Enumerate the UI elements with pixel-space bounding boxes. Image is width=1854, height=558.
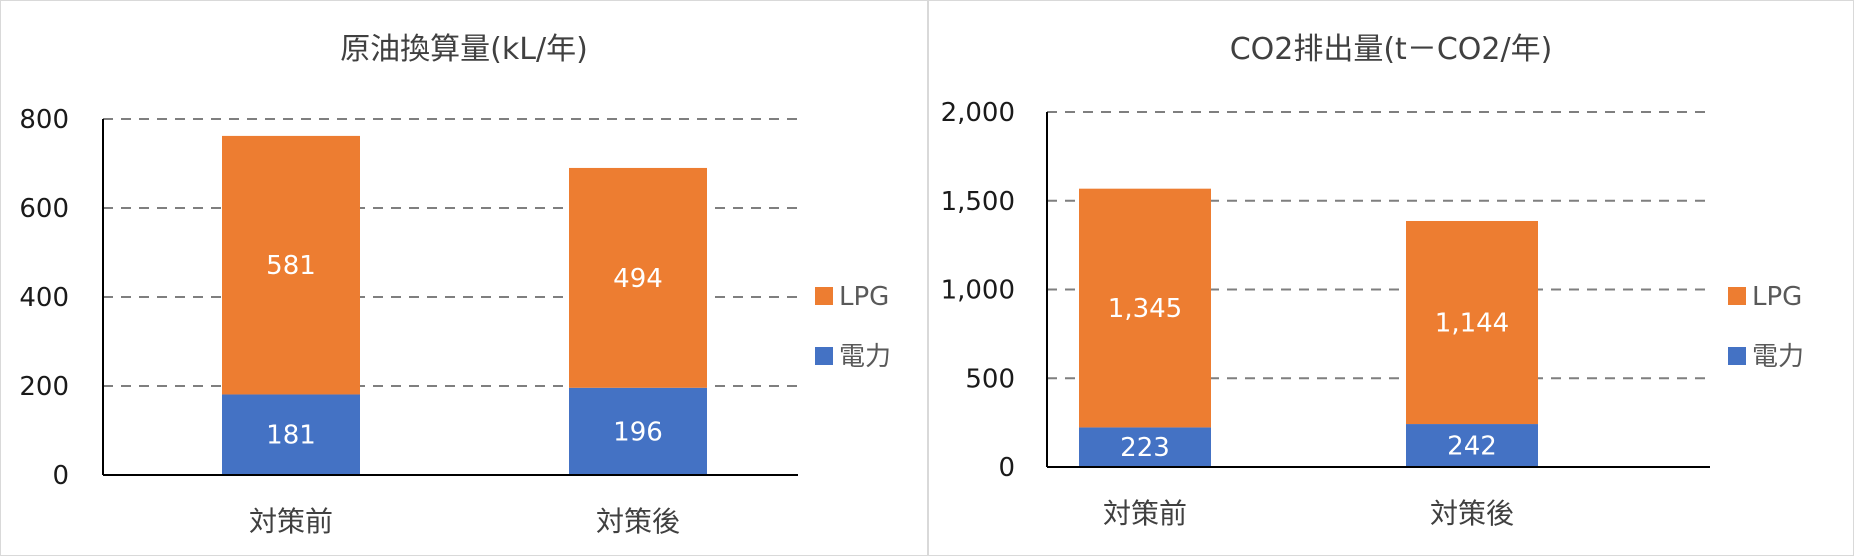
- y-tick-label: 0: [52, 461, 69, 491]
- data-label: 242: [1447, 432, 1497, 462]
- data-label: 1,345: [1108, 294, 1182, 324]
- y-tick-label: 1,000: [941, 276, 1015, 306]
- y-tick-label: 500: [965, 364, 1015, 394]
- chart-title-co2: CO2排出量(t－CO2/年): [1230, 32, 1553, 67]
- legend-swatch: [1728, 287, 1746, 305]
- data-label: 196: [613, 417, 663, 447]
- y-tick-label: 0: [998, 453, 1015, 483]
- y-tick-label: 2,000: [941, 98, 1015, 128]
- chart-panel-crude-oil: 原油換算量(kL/年) 0 200 400 600 800 181 581 対策前 196 494 対…: [0, 0, 928, 556]
- data-label: 494: [613, 264, 663, 294]
- bar-lpg: [1406, 220, 1538, 425]
- bar-lpg: [222, 135, 360, 395]
- x-tick-label: 対策前: [1103, 497, 1187, 530]
- data-label: 581: [266, 251, 316, 281]
- bar-denryoku: [222, 394, 360, 475]
- x-tick-label: 対策後: [1430, 497, 1514, 530]
- data-label: 181: [266, 421, 316, 451]
- y-tick-label: 800: [19, 105, 69, 135]
- bar-denryoku: [1079, 427, 1211, 467]
- y-tick-label: 400: [19, 283, 69, 313]
- y-tick-label: 600: [19, 194, 69, 224]
- x-tick-label: 対策後: [596, 505, 680, 538]
- x-tick-label: 対策前: [249, 505, 333, 538]
- legend-label: LPG: [1752, 282, 1802, 312]
- bar-denryoku: [1406, 424, 1538, 467]
- chart-co2-svg: CO2排出量(t－CO2/年) 0 500 1,000 1,500 2,000 223 1,3…: [941, 32, 1804, 530]
- bar-denryoku: [569, 387, 707, 475]
- legend-swatch: [1728, 347, 1746, 365]
- bar-lpg: [1079, 188, 1211, 428]
- legend-swatch: [815, 287, 833, 305]
- legend-label: 電力: [1752, 342, 1804, 372]
- bar-lpg: [569, 167, 707, 388]
- data-label: 223: [1120, 433, 1170, 463]
- y-tick-label: 1,500: [941, 187, 1015, 217]
- data-label: 1,144: [1435, 309, 1509, 339]
- legend-label: LPG: [839, 282, 889, 312]
- chart-title-crude-oil: 原油換算量(kL/年): [340, 32, 588, 67]
- legend-swatch: [815, 347, 833, 365]
- chart-crude-oil-svg: 原油換算量(kL/年) 0 200 400 600 800 181 581 対策前 196 494 対…: [19, 32, 891, 538]
- y-tick-label: 200: [19, 372, 69, 402]
- legend-label: 電力: [839, 342, 891, 372]
- chart-panel-co2: CO2排出量(t－CO2/年) 0 500 1,000 1,500 2,000 223 1,3…: [928, 0, 1854, 556]
